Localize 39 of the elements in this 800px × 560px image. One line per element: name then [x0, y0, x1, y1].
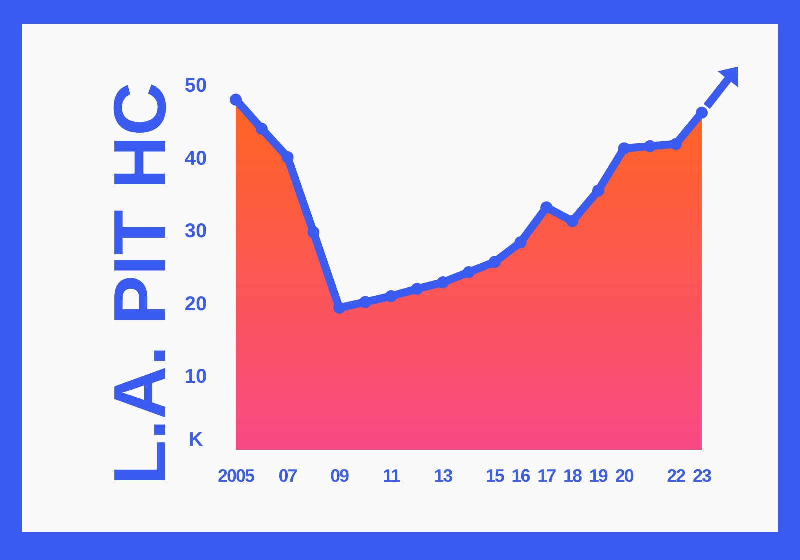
x-tick-label: 16	[512, 466, 531, 486]
x-tick-label: 20	[615, 466, 634, 486]
x-tick-label: 17	[538, 466, 557, 486]
y-tick-label: 50	[184, 75, 208, 97]
x-tick-label: 09	[330, 466, 350, 486]
y-tick-label: 30	[184, 220, 208, 243]
x-tick-label: 18	[564, 466, 583, 486]
point	[437, 276, 450, 289]
x-tick-label: 15	[486, 466, 505, 486]
point	[282, 151, 294, 164]
point	[359, 296, 372, 308]
x-tick-label: 11	[382, 466, 401, 486]
y-tick-label: 40	[184, 148, 208, 170]
point	[670, 138, 682, 150]
point	[540, 202, 553, 214]
x-tick-label: 07	[278, 466, 298, 486]
point	[463, 266, 475, 278]
point	[644, 140, 656, 152]
x-tick-label: 13	[434, 466, 454, 486]
y-tick-label: 10	[184, 366, 208, 388]
point	[696, 106, 708, 119]
point	[618, 142, 630, 155]
point	[592, 184, 604, 197]
point	[411, 283, 424, 296]
x-tick-label: 19	[589, 466, 608, 486]
point	[308, 226, 320, 238]
point	[488, 256, 501, 268]
x-tick-label: 2005	[218, 466, 256, 486]
point	[334, 302, 346, 314]
text: L.A. PIT HC	[98, 82, 182, 486]
x-tick-label: 23	[692, 466, 712, 486]
point	[385, 290, 398, 302]
point	[514, 236, 527, 249]
point	[230, 94, 242, 106]
y-tick-label: 20	[184, 293, 208, 316]
x-tick-label: 22	[667, 466, 686, 486]
point	[566, 215, 579, 228]
point	[256, 122, 268, 135]
y-tick-label: K	[188, 429, 204, 451]
